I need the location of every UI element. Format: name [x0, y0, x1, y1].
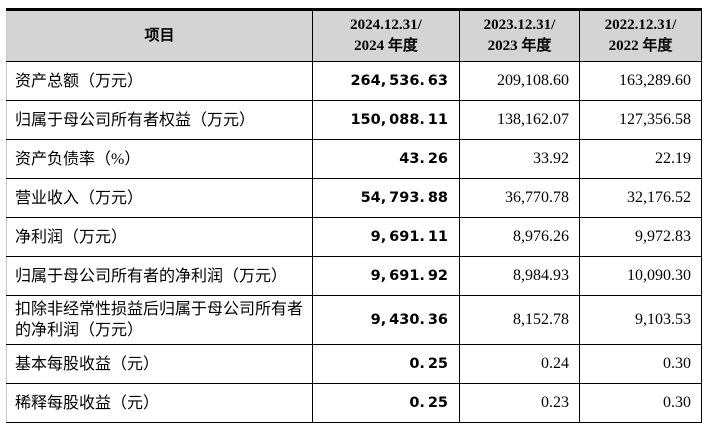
value-2024: 54, 793. 88 [312, 178, 460, 218]
table-row: 净利润（万元） 9, 691. 11 8,976.26 9,972.83 [6, 217, 702, 257]
value-2023: 33.92 [459, 139, 580, 179]
value-2022: 9,103.53 [579, 295, 702, 345]
table-row: 归属于母公司所有者的净利润（万元） 9, 691. 92 8,984.93 10… [6, 256, 702, 296]
value-2022: 0.30 [579, 383, 702, 423]
header-period-2022: 2022.12.31/ 2022 年度 [579, 9, 702, 62]
value-2024: 9, 691. 11 [312, 217, 460, 257]
value-2024: 150, 088. 11 [312, 100, 460, 140]
row-label: 资产总额（万元） [6, 61, 313, 101]
row-label: 归属于母公司所有者的净利润（万元） [6, 256, 313, 296]
value-2023: 8,984.93 [459, 256, 580, 296]
value-2023: 36,770.78 [459, 178, 580, 218]
value-2023: 209,108.60 [459, 61, 580, 101]
value-2023: 0.23 [459, 383, 580, 423]
table-row: 营业收入（万元） 54, 793. 88 36,770.78 32,176.52 [6, 178, 702, 218]
header-row: 项目 2024.12.31/ 2024 年度 2023.12.31/ 2023 … [6, 9, 702, 62]
value-2022: 10,090.30 [579, 256, 702, 296]
value-2024: 9, 430. 36 [312, 295, 460, 345]
row-label: 资产负债率（%） [6, 139, 313, 179]
row-label: 净利润（万元） [6, 217, 313, 257]
row-label: 扣除非经常性损益后归属于母公司所有者的净利润（万元） [6, 295, 313, 345]
value-2024: 264, 536. 63 [312, 61, 460, 101]
row-label: 基本每股收益（元） [6, 344, 313, 384]
table-row: 资产负债率（%） 43. 26 33.92 22.19 [6, 139, 702, 179]
row-label: 稀释每股收益（元） [6, 383, 313, 423]
value-2023: 8,152.78 [459, 295, 580, 345]
value-2024: 0. 25 [312, 383, 460, 423]
header-item: 项目 [6, 9, 313, 62]
value-2022: 163,289.60 [579, 61, 702, 101]
table-row: 归属于母公司所有者权益（万元） 150, 088. 11 138,162.07 … [6, 100, 702, 140]
value-2023: 0.24 [459, 344, 580, 384]
value-2024: 43. 26 [312, 139, 460, 179]
header-period-2024: 2024.12.31/ 2024 年度 [312, 9, 460, 62]
value-2022: 9,972.83 [579, 217, 702, 257]
value-2023: 8,976.26 [459, 217, 580, 257]
row-label: 营业收入（万元） [6, 178, 313, 218]
value-2024: 9, 691. 92 [312, 256, 460, 296]
financial-summary-table: 项目 2024.12.31/ 2024 年度 2023.12.31/ 2023 … [6, 8, 702, 423]
value-2022: 0.30 [579, 344, 702, 384]
value-2022: 32,176.52 [579, 178, 702, 218]
value-2024: 0. 25 [312, 344, 460, 384]
value-2023: 138,162.07 [459, 100, 580, 140]
header-period-2023: 2023.12.31/ 2023 年度 [459, 9, 580, 62]
value-2022: 22.19 [579, 139, 702, 179]
table-row: 资产总额（万元） 264, 536. 63 209,108.60 163,289… [6, 61, 702, 101]
table-row: 稀释每股收益（元） 0. 25 0.23 0.30 [6, 383, 702, 423]
value-2022: 127,356.58 [579, 100, 702, 140]
row-label: 归属于母公司所有者权益（万元） [6, 100, 313, 140]
table-row: 扣除非经常性损益后归属于母公司所有者的净利润（万元） 9, 430. 36 8,… [6, 295, 702, 345]
table-row: 基本每股收益（元） 0. 25 0.24 0.30 [6, 344, 702, 384]
